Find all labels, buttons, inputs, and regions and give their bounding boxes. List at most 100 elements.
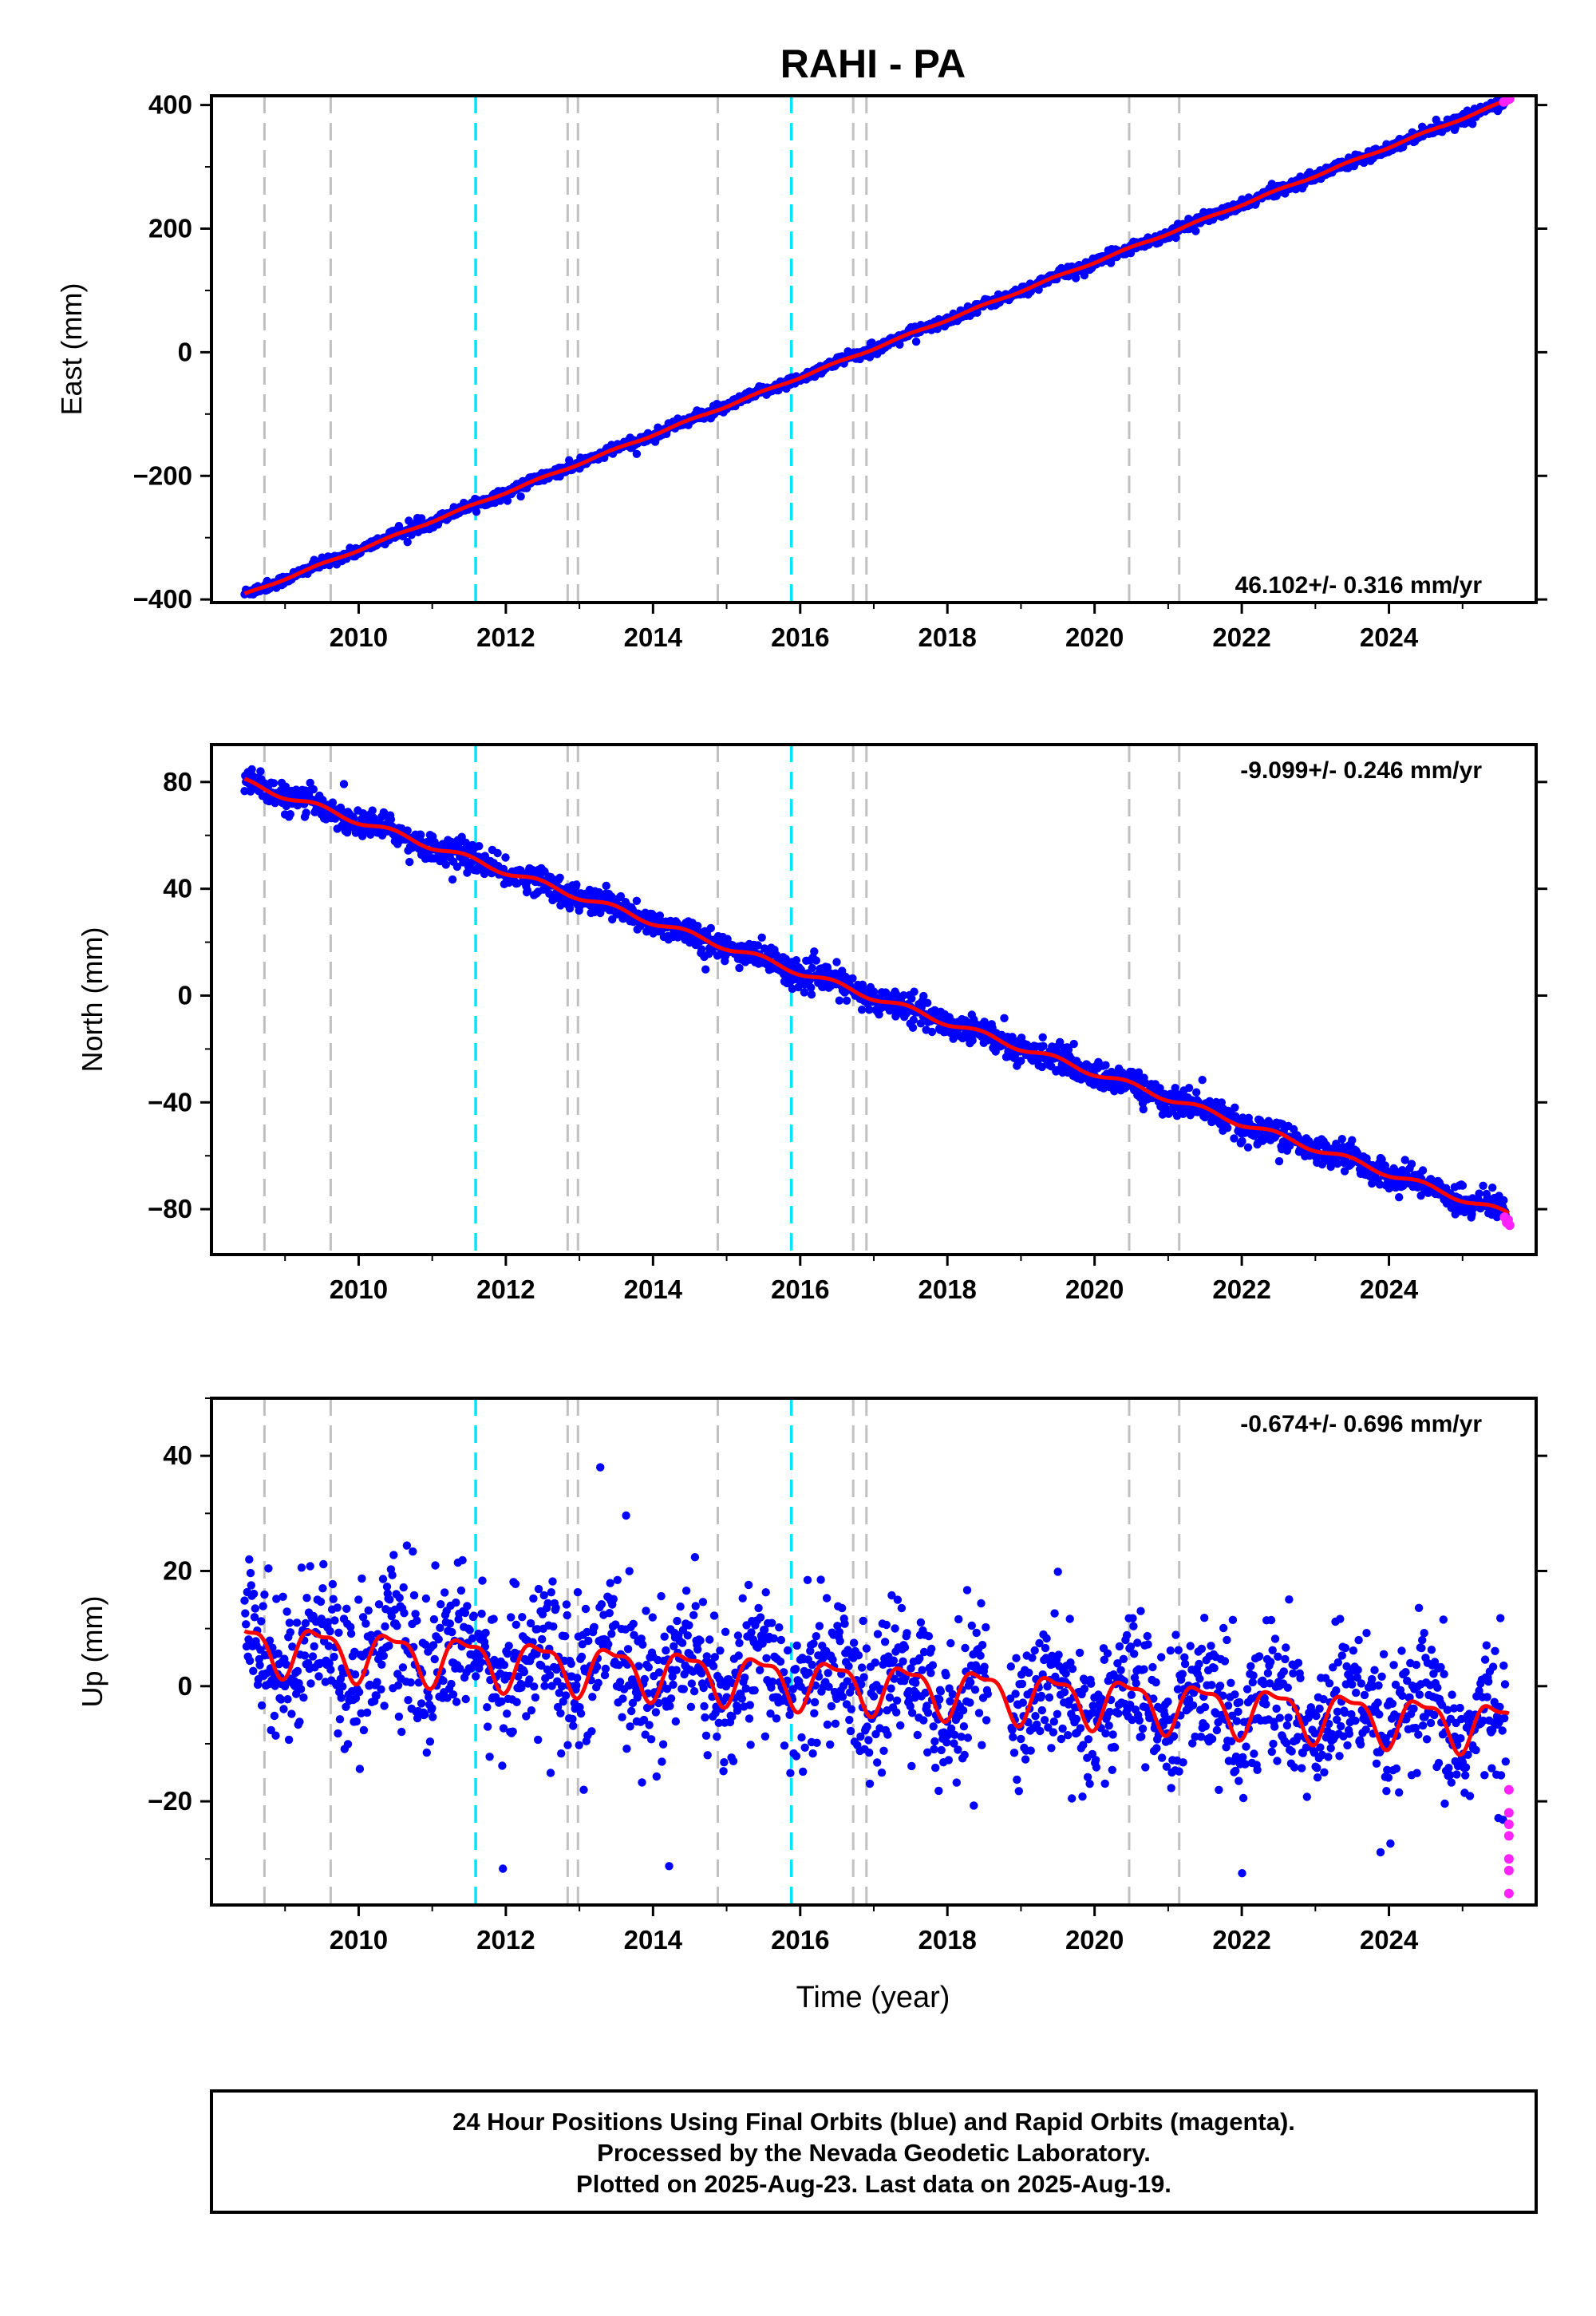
data-point [1037,1062,1047,1072]
data-point [584,1636,593,1646]
data-point [812,1632,820,1641]
data-point [337,1694,346,1702]
data-point [887,1684,895,1693]
data-point [729,1757,738,1765]
data-point [282,1660,290,1669]
data-point [980,1018,989,1026]
data-point [319,1559,328,1569]
data-point [604,1640,613,1649]
data-point [525,1675,534,1684]
data-point [1217,1098,1227,1107]
data-point [760,1732,770,1741]
data-point [270,1711,279,1721]
data-point [309,785,318,794]
data-point [865,1779,875,1788]
data-point [587,1727,596,1736]
data-point [622,1745,631,1753]
data-point [425,1737,435,1746]
data-point [911,1678,920,1687]
data-point [429,1614,439,1624]
data-point [413,1616,421,1625]
data-point [762,1654,771,1662]
data-point [857,1663,867,1672]
data-point [277,1695,286,1704]
data-point [768,1678,777,1686]
data-point [662,1685,672,1694]
data-point [409,1591,419,1600]
data-point [497,1697,506,1706]
data-point [690,1553,700,1562]
x-tick-label: 2018 [918,622,977,652]
data-point [923,998,932,1007]
data-point [889,1656,899,1665]
data-point [346,1622,355,1631]
data-point [847,1705,856,1713]
data-point [1377,1155,1386,1164]
data-point [594,1678,602,1687]
data-point [756,1666,764,1674]
data-point [362,1708,372,1717]
data-point [797,1733,806,1742]
data-point [268,1643,277,1652]
data-point [545,1670,555,1680]
data-point [1171,233,1180,243]
data-point [534,1584,543,1594]
data-point [800,988,809,997]
data-point [562,1600,571,1609]
data-point [1171,1084,1179,1093]
data-point [281,1679,290,1688]
velocity-label: 46.102+/- 0.316 mm/yr [1235,572,1483,599]
data-point [741,1673,749,1682]
data-point [842,996,851,1006]
data-point [561,1632,570,1641]
data-point [555,1689,563,1697]
data-point [534,1735,543,1745]
data-point [441,860,450,869]
data-point [757,933,766,943]
data-point [310,1642,318,1651]
data-point [437,1600,445,1609]
data-point [287,1709,296,1718]
data-point [403,538,412,547]
data-point [404,1696,413,1705]
data-point [381,1622,389,1631]
data-point [296,1685,306,1694]
data-point [746,1741,755,1749]
data-point [698,1598,708,1607]
data-point [421,1594,431,1603]
data-point [693,1645,702,1654]
data-point [668,1672,677,1681]
data-point [848,974,857,983]
x-tick-label: 2012 [476,622,535,652]
data-point [699,1683,708,1693]
data-point [352,1717,361,1726]
data-point [666,1694,676,1703]
data-point [666,1701,674,1710]
data-point [628,1698,638,1708]
data-point [864,1736,873,1745]
x-tick-label: 2022 [1212,622,1270,652]
data-point [835,996,844,1005]
data-point [409,1547,417,1556]
data-point [713,951,722,960]
data-point [405,857,414,867]
data-point [469,1611,478,1620]
data-point [518,1613,527,1622]
data-point [654,1698,663,1708]
data-point [882,1620,891,1630]
data-point [244,1635,253,1644]
data-point [323,1618,333,1626]
data-point [540,1682,549,1690]
data-point [871,1658,879,1667]
data-point [573,1674,582,1682]
data-point [501,853,510,862]
data-point [477,1609,486,1618]
data-point [1184,1084,1194,1093]
data-point [481,1628,490,1638]
data-point [1337,1135,1347,1144]
x-tick-label: 2016 [771,1275,829,1304]
data-point [859,1616,867,1626]
data-point [1101,1061,1110,1069]
